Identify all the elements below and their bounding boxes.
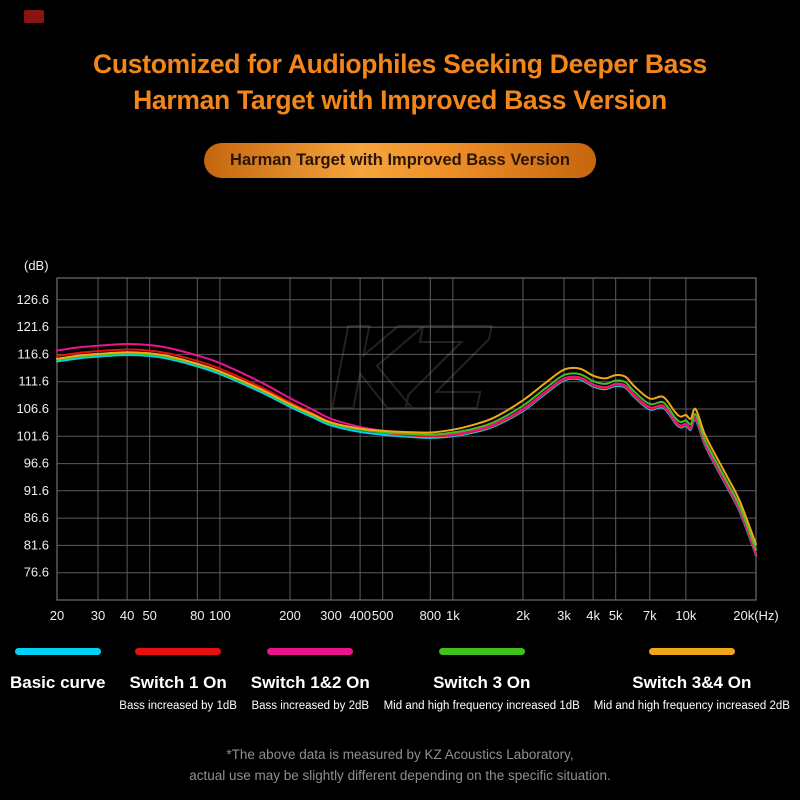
x-tick-label: 2k (516, 608, 530, 623)
legend-item: Switch 3 On Mid and high frequency increa… (384, 648, 580, 712)
y-tick-label: 86.6 (24, 510, 49, 525)
footnote: *The above data is measured by KZ Acoust… (0, 744, 800, 786)
plot-border (56, 277, 757, 601)
x-tick-label: 800 (419, 608, 441, 623)
x-tick-label: 30 (91, 608, 105, 623)
legend-label: Switch 1 On (129, 673, 227, 692)
legend-label: Switch 3&4 On (632, 673, 752, 692)
y-tick-label: 96.6 (24, 456, 49, 471)
legend-color-swatch (135, 648, 222, 655)
legend-color-swatch (14, 648, 101, 655)
x-tick-label: 4k (586, 608, 600, 623)
subtitle-badge: Harman Target with Improved Bass Version (204, 143, 596, 178)
legend-subtitle: Mid and high frequency increased 2dB (593, 700, 790, 712)
x-tick-label: 7k (643, 608, 657, 623)
y-tick-label: 91.6 (24, 483, 49, 498)
legend-subtitle: Mid and high frequency increased 1dB (383, 700, 580, 712)
legend-label: Switch 3 On (433, 673, 531, 692)
x-tick-label: 50 (142, 608, 156, 623)
page-title: Customized for Audiophiles Seeking Deepe… (0, 46, 800, 118)
legend-item: Switch 3&4 On Mid and high frequency incr… (594, 648, 790, 712)
legend-label: Basic curve (10, 673, 106, 692)
legend-item: Switch 1 On Bass increased by 1dB (119, 648, 237, 712)
footnote-line-1: *The above data is measured by KZ Acoust… (226, 747, 574, 762)
y-tick-label: 111.6 (18, 374, 49, 389)
x-tick-label: 400 (349, 608, 371, 623)
series-switch-1-2-on (56, 342, 757, 555)
x-tick-label: 100 (209, 608, 231, 623)
y-tick-label: 121.6 (16, 319, 49, 334)
title-line-2: Harman Target with Improved Bass Version (133, 85, 667, 115)
y-tick-label: 126.6 (16, 292, 49, 307)
legend-color-swatch (438, 648, 525, 655)
legend-label: Switch 1&2 On (250, 673, 370, 692)
series-switch-3-4-on (56, 351, 757, 546)
x-tick-label: 80 (190, 608, 204, 623)
legend-subtitle: Bass increased by 1dB (119, 700, 237, 712)
x-tick-label: 200 (279, 608, 301, 623)
legend-item: Switch 1&2 On Bass increased by 2dB (251, 648, 370, 712)
y-tick-label: 106.6 (16, 401, 49, 416)
brand-corner-mark (24, 10, 44, 23)
legend-color-swatch (648, 648, 735, 655)
x-tick-label: 500 (372, 608, 394, 623)
x-tick-label: 20 (50, 608, 64, 623)
x-tick-label: 5k (609, 608, 623, 623)
x-tick-label: 1k (446, 608, 460, 623)
y-tick-label: 116.6 (17, 346, 49, 361)
legend: Basic curve Switch 1 On Bass increased by … (0, 648, 800, 712)
kz-watermark: KZ (330, 305, 492, 435)
y-tick-label: 76.6 (24, 565, 49, 580)
legend-color-swatch (267, 648, 354, 655)
y-tick-label: 101.6 (16, 428, 49, 443)
frequency-response-chart: 20 30 40 50 80 100 200 300 400 500 800 1k 2k 3k 4k 5k 7k… (16, 258, 779, 623)
footnote-line-2: actual use may be slightly different dep… (189, 768, 611, 783)
legend-item: Basic curve (10, 648, 105, 693)
y-tick-label: 81.6 (24, 537, 49, 552)
x-tick-label: 20k(Hz) (733, 608, 779, 623)
x-tick-label: 300 (320, 608, 342, 623)
x-tick-label: 10k (675, 608, 696, 623)
y-axis-unit-label: (dB) (24, 258, 49, 273)
legend-subtitle: Bass increased by 2dB (251, 700, 370, 712)
title-line-1: Customized for Audiophiles Seeking Deepe… (93, 49, 707, 79)
x-tick-label: 40 (120, 608, 134, 623)
x-tick-label: 3k (557, 608, 571, 623)
